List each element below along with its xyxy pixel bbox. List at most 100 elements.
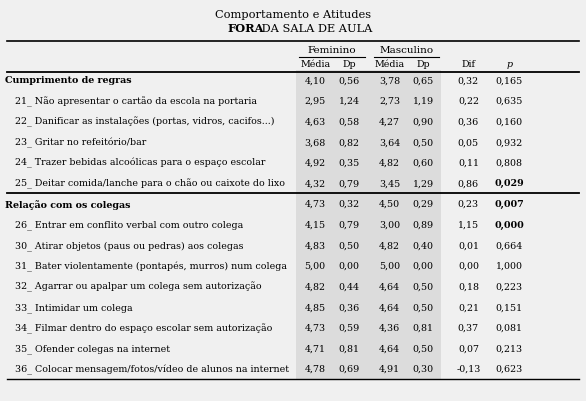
Text: 3,45: 3,45 [379, 179, 400, 188]
Text: 0,60: 0,60 [413, 158, 434, 168]
Text: 0,664: 0,664 [496, 241, 523, 250]
Text: 0,32: 0,32 [458, 76, 479, 85]
Text: 0,50: 0,50 [413, 302, 434, 312]
Text: 4,82: 4,82 [379, 241, 400, 250]
Text: 0,29: 0,29 [413, 200, 434, 209]
Text: Média: Média [300, 60, 331, 69]
Text: FORA: FORA [227, 23, 264, 34]
Text: 33_ Intimidar um colega: 33_ Intimidar um colega [15, 302, 133, 312]
Text: 4,32: 4,32 [305, 179, 326, 188]
Text: 0,30: 0,30 [413, 364, 434, 373]
Text: 4,82: 4,82 [379, 158, 400, 168]
Bar [296, 70, 441, 91]
Text: 0,635: 0,635 [496, 97, 523, 106]
Text: 0,029: 0,029 [495, 179, 524, 188]
Text: 4,91: 4,91 [379, 364, 400, 373]
Bar [296, 297, 441, 317]
Text: 1,15: 1,15 [458, 220, 479, 229]
Text: 3,00: 3,00 [379, 220, 400, 229]
Text: 4,50: 4,50 [379, 200, 400, 209]
Text: 0,79: 0,79 [339, 220, 360, 229]
Text: 4,73: 4,73 [305, 323, 326, 332]
Text: 4,15: 4,15 [305, 220, 326, 229]
Text: 0,37: 0,37 [458, 323, 479, 332]
Text: 0,00: 0,00 [413, 261, 434, 270]
Text: 4,64: 4,64 [379, 344, 400, 352]
Text: 0,932: 0,932 [496, 138, 523, 147]
Text: 26_ Entrar em conflito verbal com outro colega: 26_ Entrar em conflito verbal com outro … [15, 220, 244, 229]
Text: 0,23: 0,23 [458, 200, 479, 209]
Text: 0,213: 0,213 [496, 344, 523, 352]
Text: 4,78: 4,78 [305, 364, 326, 373]
Text: Comportamento e Atitudes: Comportamento e Atitudes [215, 10, 371, 20]
Text: 0,50: 0,50 [339, 241, 360, 250]
Text: Cumprimento de regras: Cumprimento de regras [5, 76, 132, 85]
Bar [296, 338, 441, 358]
Text: 4,82: 4,82 [305, 282, 326, 291]
Text: 4,64: 4,64 [379, 282, 400, 291]
Bar [296, 153, 441, 173]
Bar [296, 255, 441, 276]
Text: DA SALA DE AULA: DA SALA DE AULA [258, 24, 372, 34]
Bar [296, 91, 441, 111]
Text: 2,95: 2,95 [305, 97, 326, 106]
Text: 25_ Deitar comida/lanche para o chão ou caixote do lixo: 25_ Deitar comida/lanche para o chão ou … [15, 178, 285, 189]
Text: 0,81: 0,81 [339, 344, 360, 352]
Text: 0,160: 0,160 [496, 117, 523, 126]
Text: 1,000: 1,000 [496, 261, 523, 270]
Bar [296, 132, 441, 153]
Text: 0,90: 0,90 [413, 117, 434, 126]
Bar [296, 111, 441, 132]
Text: Masculino: Masculino [379, 46, 434, 55]
Text: 0,623: 0,623 [496, 364, 523, 373]
Text: 0,151: 0,151 [496, 302, 523, 312]
Text: 1,19: 1,19 [413, 97, 434, 106]
Bar [296, 215, 441, 235]
Text: 23_ Gritar no refeitório/bar: 23_ Gritar no refeitório/bar [15, 137, 146, 148]
Text: Feminino: Feminino [308, 46, 356, 55]
Text: 36_ Colocar mensagem/fotos/vídeo de alunos na internet: 36_ Colocar mensagem/fotos/vídeo de alun… [15, 364, 289, 374]
Text: 4,92: 4,92 [305, 158, 326, 168]
Bar [296, 276, 441, 297]
Text: 4,71: 4,71 [305, 344, 326, 352]
Text: 4,85: 4,85 [305, 302, 326, 312]
Text: Dp: Dp [417, 60, 430, 69]
Text: 0,32: 0,32 [339, 200, 360, 209]
Text: 0,56: 0,56 [339, 76, 360, 85]
Text: 0,36: 0,36 [458, 117, 479, 126]
Text: 0,65: 0,65 [413, 76, 434, 85]
Text: 0,40: 0,40 [413, 241, 434, 250]
Text: 0,44: 0,44 [339, 282, 360, 291]
Text: 3,64: 3,64 [379, 138, 400, 147]
Text: 0,11: 0,11 [458, 158, 479, 168]
Bar [296, 235, 441, 255]
Text: 0,007: 0,007 [495, 200, 524, 209]
Text: 0,808: 0,808 [496, 158, 523, 168]
Text: 31_ Bater violentamente (pontapés, murros) num colega: 31_ Bater violentamente (pontapés, murro… [15, 261, 287, 271]
Text: 0,07: 0,07 [458, 344, 479, 352]
Text: 0,50: 0,50 [413, 282, 434, 291]
Text: 0,58: 0,58 [339, 117, 360, 126]
Text: 5,00: 5,00 [305, 261, 326, 270]
Text: 0,59: 0,59 [339, 323, 360, 332]
Text: 0,00: 0,00 [458, 261, 479, 270]
Text: 24_ Trazer bebidas alcoólicas para o espaço escolar: 24_ Trazer bebidas alcoólicas para o esp… [15, 158, 265, 168]
Text: 0,081: 0,081 [496, 323, 523, 332]
Text: 3,68: 3,68 [305, 138, 326, 147]
Text: Média: Média [374, 60, 404, 69]
Text: -0,13: -0,13 [456, 364, 481, 373]
Text: 0,50: 0,50 [413, 138, 434, 147]
Bar [296, 194, 441, 215]
Text: 0,82: 0,82 [339, 138, 360, 147]
Text: p: p [506, 60, 512, 69]
Text: 5,00: 5,00 [379, 261, 400, 270]
Text: 30_ Atirar objetos (paus ou pedras) aos colegas: 30_ Atirar objetos (paus ou pedras) aos … [15, 240, 244, 250]
Text: 4,10: 4,10 [305, 76, 326, 85]
Text: 0,165: 0,165 [496, 76, 523, 85]
Text: 3,78: 3,78 [379, 76, 400, 85]
Text: 0,69: 0,69 [339, 364, 360, 373]
Text: 4,64: 4,64 [379, 302, 400, 312]
Text: 4,63: 4,63 [305, 117, 326, 126]
Text: 0,01: 0,01 [458, 241, 479, 250]
Text: 0,05: 0,05 [458, 138, 479, 147]
